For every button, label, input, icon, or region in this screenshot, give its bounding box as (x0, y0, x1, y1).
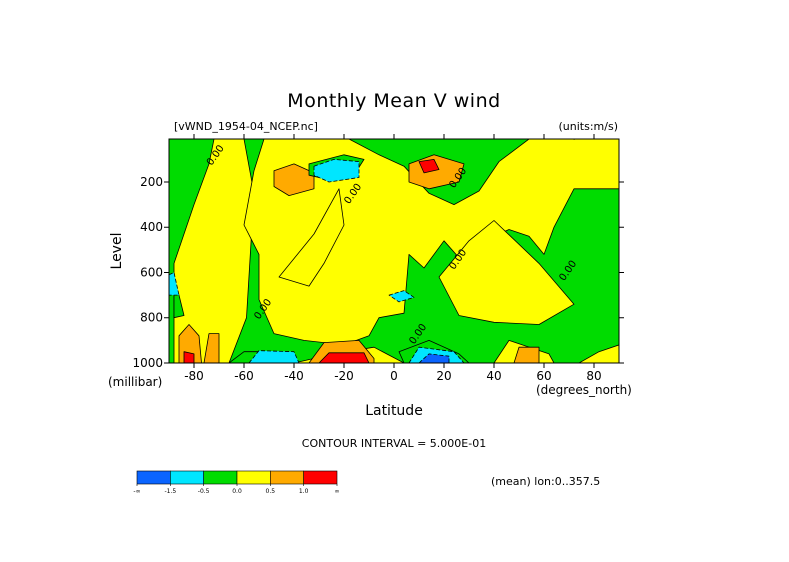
colorbar-swatch-2 (203, 470, 238, 485)
x-tick-label-3: -20 (334, 369, 354, 383)
chart-title: Monthly Mean V wind (287, 90, 500, 112)
contour-region-0-2 (278, 188, 345, 287)
colorbar-tick-label-4: 0.5 (266, 488, 276, 495)
x-tick-label-6: 40 (486, 369, 501, 383)
contour-interval-label: CONTOUR INTERVAL = 5.000E-01 (302, 437, 486, 450)
x-tick-label-8: 80 (586, 369, 601, 383)
contour-region-5-0 (418, 353, 450, 363)
contour-region-1-5 (513, 346, 540, 363)
wind-field (169, 139, 619, 363)
contour-region-0-3 (438, 220, 575, 325)
colorbar-tick-label-0: -∞ (133, 488, 140, 495)
y-axis-label: Level (109, 233, 125, 270)
y-tick-label-3: 800 (140, 311, 163, 325)
y-tick-label-4: 1000 (132, 356, 163, 370)
contour-region-2-2 (183, 351, 195, 363)
y-tick-label-2: 600 (140, 265, 163, 279)
x-unit-label: (degrees_north) (536, 383, 632, 397)
units-label: (units:m/s) (559, 120, 619, 133)
contour-region-1-0 (273, 163, 315, 197)
dataset-label: [vWND_1954-04_NCEP.nc] (174, 120, 318, 133)
colorbar-swatch-1 (170, 470, 204, 485)
x-tick-label-5: 20 (436, 369, 451, 383)
colorbar-tick-label-1: -1.5 (164, 488, 176, 495)
contour-region-0-0 (173, 139, 255, 363)
colorbar-tick-label-6: ∞ (335, 488, 340, 495)
contour-region-4-0 (313, 158, 360, 183)
x-tick-label-4: 0 (390, 369, 398, 383)
x-tick-label-1: -60 (234, 369, 254, 383)
contour-region-1-4 (203, 333, 220, 363)
x-tick-label-2: -40 (284, 369, 304, 383)
contour-region-4-4 (169, 272, 180, 296)
colorbar-tick-label-5: 1.0 (299, 488, 309, 495)
colorbar-swatch-3 (236, 470, 271, 485)
contour-region-4-1 (248, 350, 300, 363)
y-tick-label-0: 200 (140, 175, 163, 189)
colorbar-swatch-4 (270, 470, 304, 485)
mean-label: (mean) lon:0..357.5 (491, 475, 600, 488)
contour-region-4-3 (388, 290, 415, 303)
y-unit-label: (millibar) (108, 375, 162, 389)
x-axis: -80 -60 -40 -20 0 20 40 60 80 (184, 134, 602, 383)
colorbar-swatch-5 (303, 470, 338, 485)
contour-region-2-0 (418, 158, 440, 174)
colorbar: -∞ -1.5 -0.5 0.0 0.5 1.0 ∞ (133, 470, 340, 495)
x-axis-label: Latitude (365, 403, 423, 419)
x-tick-label-7: 60 (536, 369, 551, 383)
contour-region-2-1 (318, 352, 370, 363)
y-tick-label-1: 400 (140, 220, 163, 234)
y-axis: 200 400 600 800 1000 (132, 175, 624, 370)
colorbar-tick-label-2: -0.5 (198, 488, 210, 495)
contour-region-0-6 (578, 344, 619, 363)
x-tick-label-0: -80 (184, 369, 204, 383)
colorbar-swatch-0 (136, 470, 171, 485)
colorbar-tick-label-3: 0.0 (232, 488, 242, 495)
